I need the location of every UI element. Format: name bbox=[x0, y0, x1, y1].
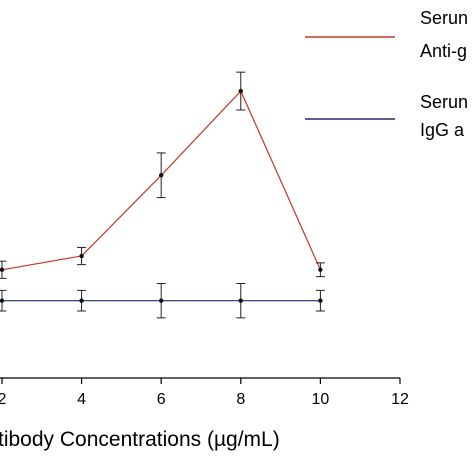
data-point bbox=[238, 298, 243, 303]
data-point bbox=[79, 253, 84, 259]
legend-label: Anti-g bbox=[420, 41, 467, 61]
legend-entry-1: Serun Anti-g bbox=[305, 8, 468, 61]
x-tick-label: 6 bbox=[157, 391, 166, 408]
data-point bbox=[318, 298, 323, 303]
series-group bbox=[0, 71, 325, 319]
x-tick-label: 8 bbox=[236, 391, 245, 408]
series-1 bbox=[0, 71, 325, 279]
legend-entry-2: Serun IgG a bbox=[305, 92, 468, 140]
data-point bbox=[158, 173, 164, 178]
legend-label: Serun bbox=[420, 92, 468, 112]
legend: Serun Anti-g Serun IgG a bbox=[305, 8, 468, 140]
x-axis-title: tibody Concentrations (µg/mL) bbox=[0, 428, 280, 451]
data-point bbox=[238, 88, 243, 94]
plot-area: 2 4 6 8 10 12 bbox=[0, 71, 409, 408]
x-tick-label: 10 bbox=[311, 391, 329, 408]
data-point bbox=[0, 267, 5, 272]
x-tick-label: 4 bbox=[77, 391, 86, 408]
legend-label: IgG a bbox=[420, 120, 465, 140]
series-2 bbox=[0, 283, 325, 319]
x-tick-label: 2 bbox=[0, 391, 7, 408]
data-point bbox=[0, 298, 5, 303]
data-point bbox=[158, 298, 164, 303]
data-point bbox=[318, 267, 323, 272]
data-point bbox=[79, 298, 84, 303]
legend-label: Serun bbox=[420, 8, 468, 28]
x-axis-ticks: 2 4 6 8 10 12 bbox=[0, 378, 409, 408]
x-tick-label: 12 bbox=[391, 391, 409, 408]
